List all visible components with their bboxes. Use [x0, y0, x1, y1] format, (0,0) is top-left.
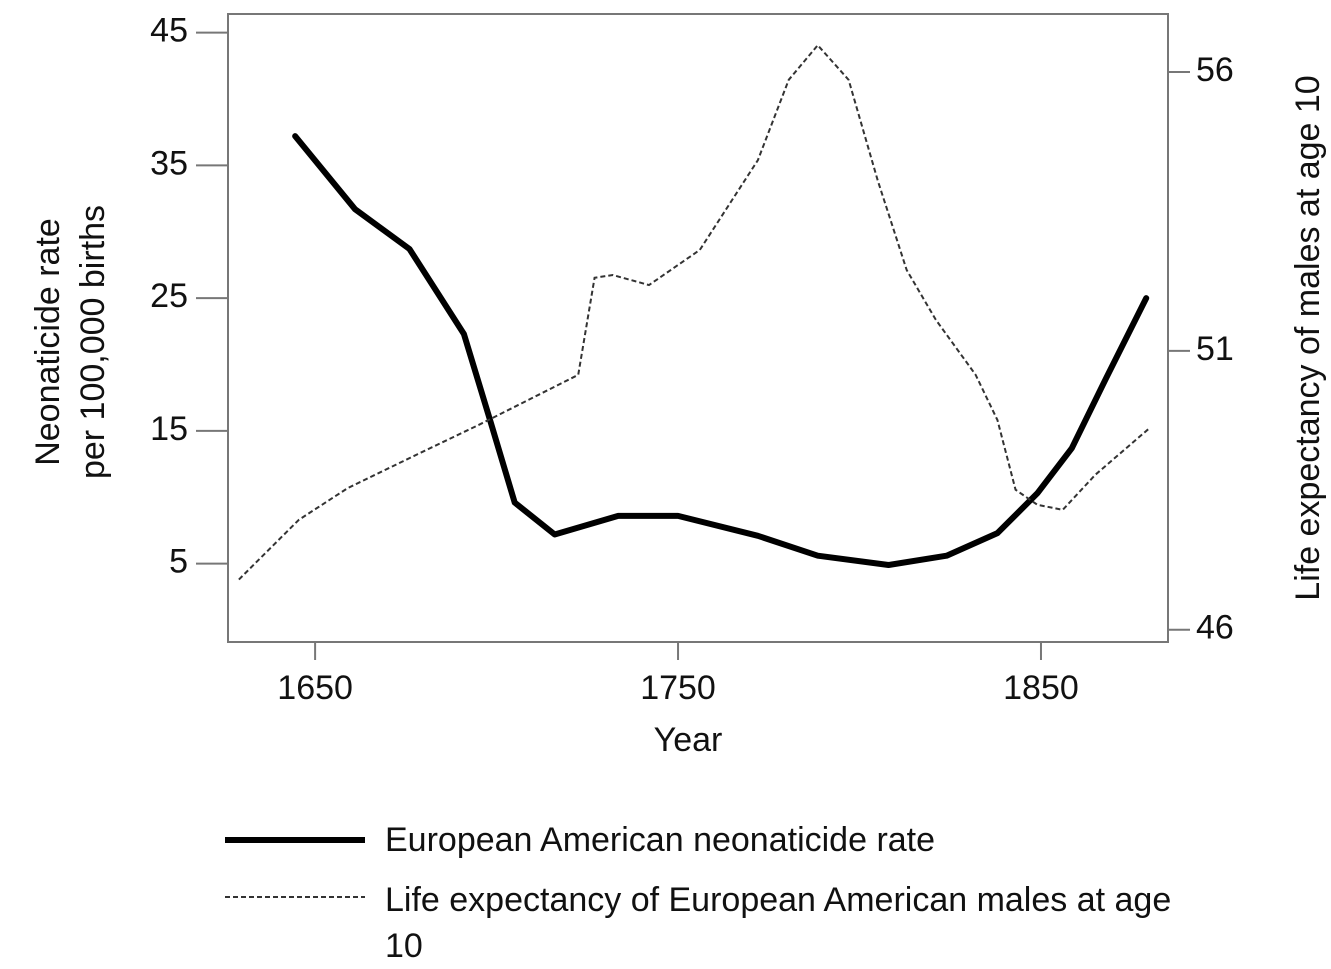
plot-frame — [227, 13, 1169, 643]
x-tick-label: 1650 — [277, 669, 353, 707]
x-tick-label: 1850 — [1003, 669, 1079, 707]
y-tick-label: 25 — [150, 277, 188, 315]
legend-label: European American neonaticide rate — [385, 821, 936, 859]
y2-tick-label: 46 — [1196, 609, 1234, 647]
y2-tick-label: 56 — [1196, 51, 1234, 89]
y-axis-label: Neonaticide rate — [29, 218, 67, 466]
y2-tick-label: 51 — [1196, 330, 1234, 368]
y-tick-label: 5 — [169, 543, 188, 581]
x-axis-label: Year — [654, 721, 723, 759]
legend-label: Life expectancy of European American mal… — [385, 881, 1172, 965]
x-tick-label: 1750 — [640, 669, 716, 707]
series-line — [238, 43, 1151, 581]
series-line — [292, 133, 1150, 568]
y2-axis-label: Life expectancy of males at age 10 — [1289, 75, 1327, 600]
y-axis-label: per 100,000 births — [74, 205, 112, 479]
y-tick-label: 15 — [150, 410, 188, 448]
y-tick-label: 45 — [150, 12, 188, 50]
y-tick-label: 35 — [150, 144, 188, 182]
